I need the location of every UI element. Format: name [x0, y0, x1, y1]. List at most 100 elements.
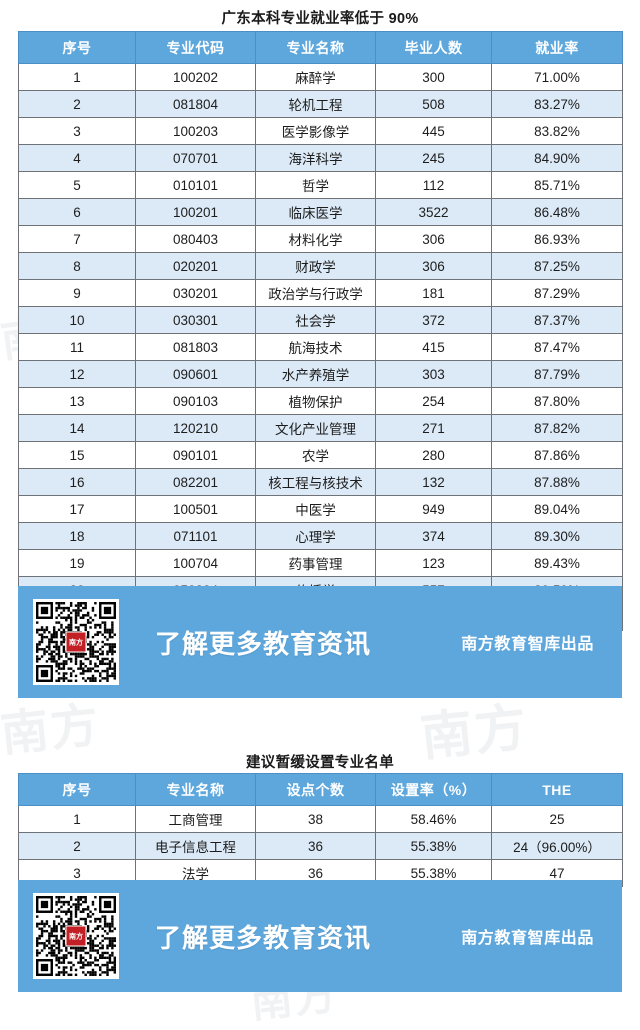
- table-header-row: 序号 专业代码 专业名称 毕业人数 就业率: [18, 31, 623, 64]
- column-header-0: 序号: [18, 31, 136, 64]
- table-row: 9 030201 政治学与行政学 181 87.29%: [18, 279, 623, 307]
- cell-r18-c0: 19: [18, 549, 136, 577]
- cell-r1-c3: 508: [375, 90, 492, 118]
- qr-code-icon[interactable]: 南方: [33, 599, 119, 685]
- cell-r17-c0: 18: [18, 522, 136, 550]
- employment-rate-table: 序号 专业代码 专业名称 毕业人数 就业率 1 100202 麻醉学 300 71.00% 2 08…: [18, 31, 623, 631]
- table-body: 1 100202 麻醉学 300 71.00% 2 081804 轮机工程 508 83.27% 3…: [18, 63, 623, 631]
- table-header-row: 序号 专业名称 设点个数 设置率（%） THE: [18, 773, 623, 806]
- cell-r5-c3: 3522: [375, 198, 492, 226]
- table-row: 19 100704 药事管理 123 89.43%: [18, 549, 623, 577]
- column-header-3: 毕业人数: [375, 31, 492, 64]
- cell-r17-c2: 心理学: [255, 522, 376, 550]
- qr-code-icon[interactable]: 南方: [33, 893, 119, 979]
- column-header-3: 设置率（%）: [375, 773, 492, 806]
- cell-r5-c1: 100201: [135, 198, 256, 226]
- cell-r15-c1: 082201: [135, 468, 256, 496]
- cell-r2-c3: 445: [375, 117, 492, 145]
- table-row: 1 100202 麻醉学 300 71.00%: [18, 63, 623, 91]
- cell-r5-c2: 临床医学: [255, 198, 376, 226]
- table-row: 5 010101 哲学 112 85.71%: [18, 171, 623, 199]
- cell-r7-c2: 财政学: [255, 252, 376, 280]
- page-title-second: 建议暂缓设置专业名单: [246, 755, 394, 771]
- cell-r4-c1: 010101: [135, 171, 256, 199]
- cell-r11-c4: 87.79%: [491, 360, 623, 388]
- table-row: 8 020201 财政学 306 87.25%: [18, 252, 623, 280]
- cell-r7-c4: 87.25%: [491, 252, 623, 280]
- cell-r3-c2: 海洋科学: [255, 144, 376, 172]
- cell-r18-c3: 123: [375, 549, 492, 577]
- cell-r4-c0: 5: [18, 171, 136, 199]
- cell-r8-c4: 87.29%: [491, 279, 623, 307]
- table-row: 7 080403 材料化学 306 86.93%: [18, 225, 623, 253]
- table-row: 15 090101 农学 280 87.86%: [18, 441, 623, 469]
- cell-r0-c2: 麻醉学: [255, 63, 376, 91]
- page-title-main: 广东本科专业就业率低于 90%: [221, 11, 419, 27]
- cell-r15-c0: 16: [18, 468, 136, 496]
- cell-r6-c3: 306: [375, 225, 492, 253]
- cell-r5-c0: 6: [18, 198, 136, 226]
- promo-main-text: 了解更多教育资讯: [155, 922, 372, 953]
- cell-r0-c2: 38: [255, 805, 376, 833]
- cell-r9-c0: 10: [18, 306, 136, 334]
- cell-r1-c1: 081804: [135, 90, 256, 118]
- cell-r9-c1: 030301: [135, 306, 256, 334]
- cell-r1-c4: 24（96.00%）: [491, 832, 623, 860]
- promo-banner-top[interactable]: 南方 了解更多教育资讯 南方教育智库出品: [18, 586, 622, 698]
- cell-r0-c4: 71.00%: [491, 63, 623, 91]
- cell-r13-c3: 271: [375, 414, 492, 442]
- cell-r17-c4: 89.30%: [491, 522, 623, 550]
- cell-r16-c4: 89.04%: [491, 495, 623, 523]
- qr-center-logo: 南方: [65, 631, 87, 653]
- cell-r18-c4: 89.43%: [491, 549, 623, 577]
- cell-r12-c2: 植物保护: [255, 387, 376, 415]
- cell-r2-c4: 83.82%: [491, 117, 623, 145]
- cell-r3-c3: 245: [375, 144, 492, 172]
- cell-r14-c4: 87.86%: [491, 441, 623, 469]
- cell-r0-c0: 1: [18, 63, 136, 91]
- cell-r15-c4: 87.88%: [491, 468, 623, 496]
- cell-r9-c3: 372: [375, 306, 492, 334]
- cell-r14-c3: 280: [375, 441, 492, 469]
- cell-r18-c1: 100704: [135, 549, 256, 577]
- cell-r2-c2: 医学影像学: [255, 117, 376, 145]
- cell-r1-c3: 55.38%: [375, 832, 492, 860]
- column-header-2: 专业名称: [255, 31, 376, 64]
- promo-main-text: 了解更多教育资讯: [155, 628, 372, 659]
- cell-r12-c0: 13: [18, 387, 136, 415]
- table-header: 序号 专业名称 设点个数 设置率（%） THE: [18, 773, 623, 806]
- cell-r2-c1: 100203: [135, 117, 256, 145]
- cell-r6-c0: 7: [18, 225, 136, 253]
- cell-r0-c3: 58.46%: [375, 805, 492, 833]
- cell-r16-c2: 中医学: [255, 495, 376, 523]
- cell-r1-c4: 83.27%: [491, 90, 623, 118]
- table-row: 10 030301 社会学 372 87.37%: [18, 306, 623, 334]
- cell-r13-c2: 文化产业管理: [255, 414, 376, 442]
- cell-r9-c4: 87.37%: [491, 306, 623, 334]
- cell-r3-c4: 84.90%: [491, 144, 623, 172]
- cell-r1-c2: 36: [255, 832, 376, 860]
- column-header-1: 专业代码: [135, 31, 256, 64]
- cell-r10-c0: 11: [18, 333, 136, 361]
- cell-r1-c1: 电子信息工程: [135, 832, 256, 860]
- cell-r0-c4: 25: [491, 805, 623, 833]
- table-row: 6 100201 临床医学 3522 86.48%: [18, 198, 623, 226]
- cell-r8-c3: 181: [375, 279, 492, 307]
- promo-sub-text: 南方教育智库出品: [461, 636, 594, 653]
- cell-r7-c3: 306: [375, 252, 492, 280]
- table-row: 16 082201 核工程与核技术 132 87.88%: [18, 468, 623, 496]
- cell-r12-c4: 87.80%: [491, 387, 623, 415]
- cell-r14-c1: 090101: [135, 441, 256, 469]
- suspend-majors-table: 序号 专业名称 设点个数 设置率（%） THE 1 工商管理 38 58.46% 25 2 电子信息…: [18, 773, 623, 887]
- qr-center-logo: 南方: [65, 925, 87, 947]
- cell-r13-c0: 14: [18, 414, 136, 442]
- cell-r0-c3: 300: [375, 63, 492, 91]
- cell-r2-c0: 3: [18, 117, 136, 145]
- cell-r8-c0: 9: [18, 279, 136, 307]
- cell-r3-c1: 070701: [135, 144, 256, 172]
- cell-r11-c2: 水产养殖学: [255, 360, 376, 388]
- table-row: 12 090601 水产养殖学 303 87.79%: [18, 360, 623, 388]
- cell-r13-c1: 120210: [135, 414, 256, 442]
- promo-banner-bottom[interactable]: 南方 了解更多教育资讯 南方教育智库出品: [18, 880, 622, 992]
- cell-r8-c1: 030201: [135, 279, 256, 307]
